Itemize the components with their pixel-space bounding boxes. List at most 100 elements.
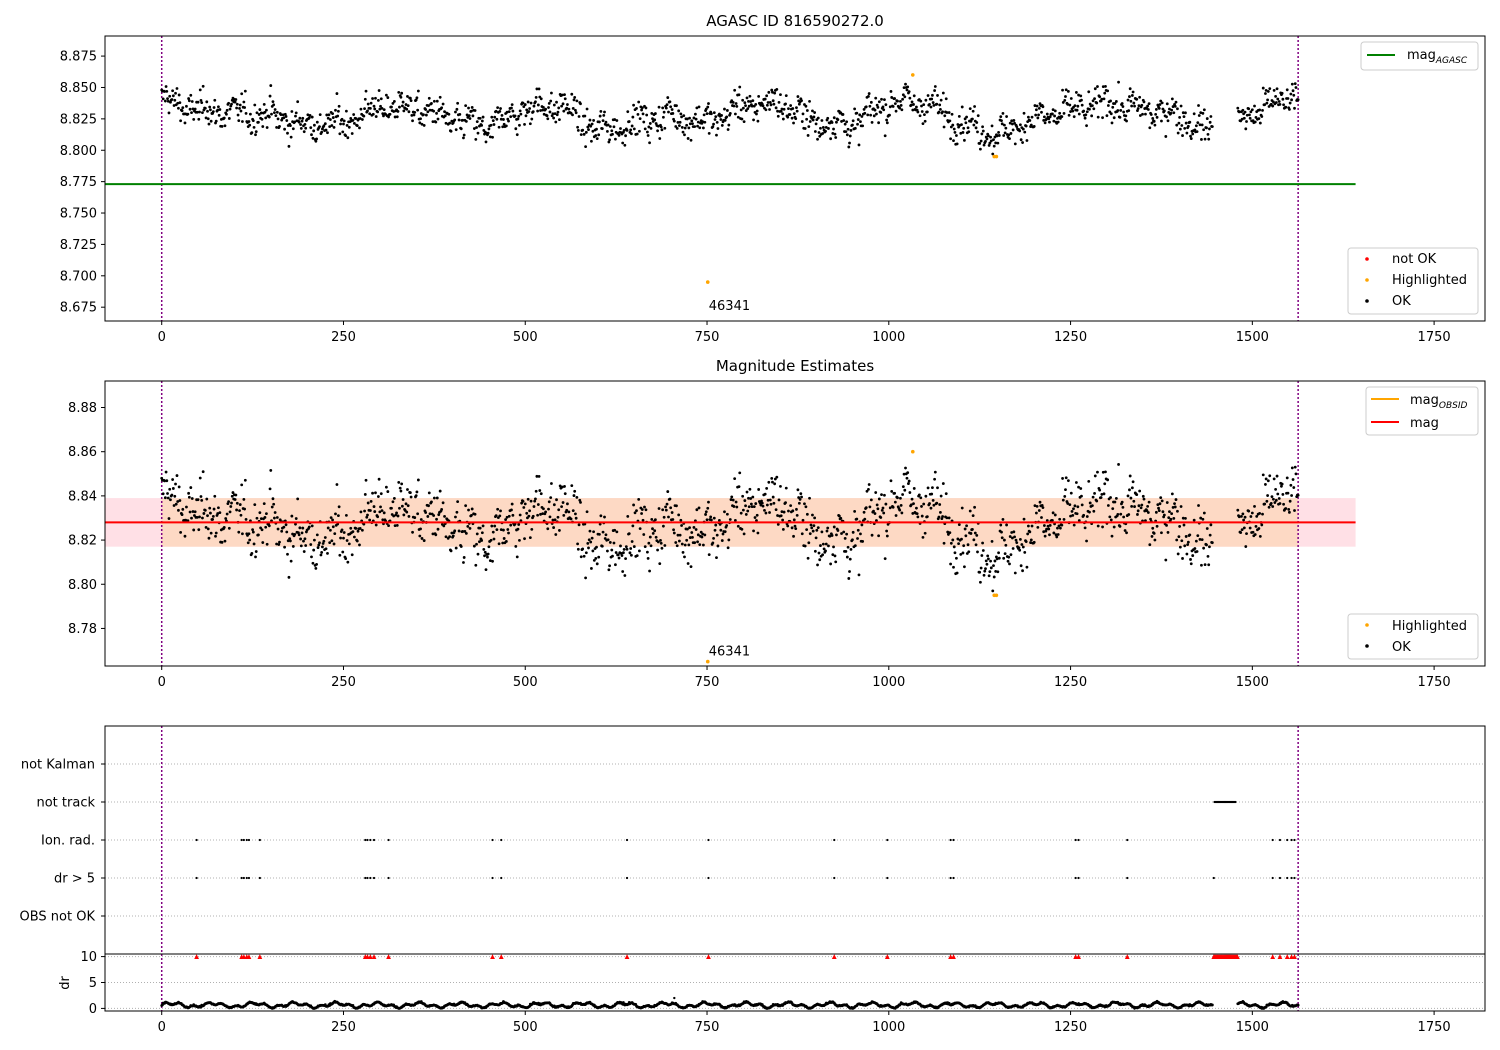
ok-point (916, 515, 920, 519)
ok-point (511, 109, 515, 113)
ok-point (1188, 120, 1192, 124)
ok-point (875, 112, 878, 116)
ok-point (465, 113, 469, 117)
ok-point (163, 90, 167, 93)
ok-point (715, 133, 718, 137)
ok-point (676, 533, 680, 537)
ok-point (941, 515, 944, 518)
ok-point (608, 125, 612, 128)
ok-point (1047, 527, 1051, 531)
ok-point (473, 109, 477, 112)
ok-point (870, 120, 874, 124)
ok-point (1122, 110, 1126, 114)
ok-point (621, 141, 625, 145)
ok-point (820, 119, 824, 122)
ok-point (582, 554, 586, 558)
ok-point (812, 115, 816, 119)
ok-point (1196, 534, 1200, 538)
ok-point (175, 87, 179, 90)
ok-point (1055, 535, 1059, 539)
ok-point (781, 527, 785, 531)
ok-point (166, 97, 169, 101)
ok-point (701, 120, 705, 124)
ok-point (213, 98, 217, 102)
ok-point (1071, 513, 1075, 517)
ok-point (1258, 511, 1262, 515)
ok-point (358, 126, 361, 130)
ok-point (606, 538, 610, 542)
ok-point (869, 498, 873, 502)
ok-point (190, 516, 193, 520)
ok-point (269, 84, 273, 87)
ok-point (1272, 477, 1276, 481)
ok-point (286, 131, 289, 135)
ok-point (535, 474, 539, 478)
ok-point (554, 120, 558, 124)
ok-point (664, 106, 668, 110)
ok-point (925, 110, 929, 114)
ok-point (434, 120, 438, 124)
ok-point (1092, 509, 1096, 513)
ok-point (888, 105, 892, 109)
ok-point (991, 589, 995, 593)
ok-point (1013, 535, 1016, 539)
ok-point (889, 479, 893, 483)
ok-point (338, 553, 342, 557)
ok-point (515, 133, 519, 137)
x-tick-label: 500 (513, 675, 538, 690)
ok-point (816, 137, 819, 141)
ok-point (1138, 489, 1142, 493)
ok-point (314, 567, 318, 570)
ok-point (704, 510, 708, 514)
ok-point (969, 119, 973, 123)
ok-point (542, 507, 545, 511)
ok-point (1088, 107, 1091, 111)
ok-point (933, 85, 937, 88)
ok-point (885, 121, 889, 125)
ok-point (583, 114, 587, 118)
ok-point (706, 105, 710, 109)
ok-point (1201, 517, 1205, 521)
ok-point (671, 518, 675, 521)
ok-point (1013, 121, 1016, 125)
ok-point (1166, 531, 1170, 534)
ok-point (1207, 137, 1211, 141)
ok-point (1154, 112, 1158, 116)
ok-point (794, 527, 798, 531)
ok-point (899, 104, 903, 107)
ok-point (556, 110, 560, 114)
ok-point (382, 108, 386, 112)
ok-point (449, 129, 453, 133)
ok-point (769, 103, 773, 107)
ok-point (481, 115, 485, 119)
ok-point (753, 516, 757, 519)
ok-point (243, 89, 247, 93)
ok-point (269, 469, 273, 472)
ok-point (239, 513, 243, 517)
ok-point (303, 537, 307, 541)
ion-rad-point (247, 838, 251, 842)
ok-point (437, 513, 441, 517)
ok-point (845, 532, 849, 536)
ok-point (422, 113, 425, 117)
ok-point (536, 103, 540, 107)
ok-point (1192, 112, 1196, 116)
ok-point (686, 137, 690, 140)
ok-point (518, 538, 521, 542)
ok-point (884, 103, 888, 107)
ok-point (1093, 97, 1096, 101)
ok-point (731, 498, 735, 502)
ok-point (330, 124, 334, 127)
ok-point (581, 128, 585, 132)
ok-point (1149, 113, 1153, 116)
ok-point (1073, 504, 1077, 508)
ok-point (307, 116, 311, 120)
ok-point (824, 125, 828, 129)
ok-point (1076, 104, 1080, 108)
ok-point (401, 100, 405, 104)
ok-point (180, 513, 184, 517)
ok-point (349, 117, 353, 120)
top-legend-highlighted-marker (1365, 278, 1369, 282)
ok-point (173, 98, 177, 102)
ok-point (884, 502, 888, 506)
